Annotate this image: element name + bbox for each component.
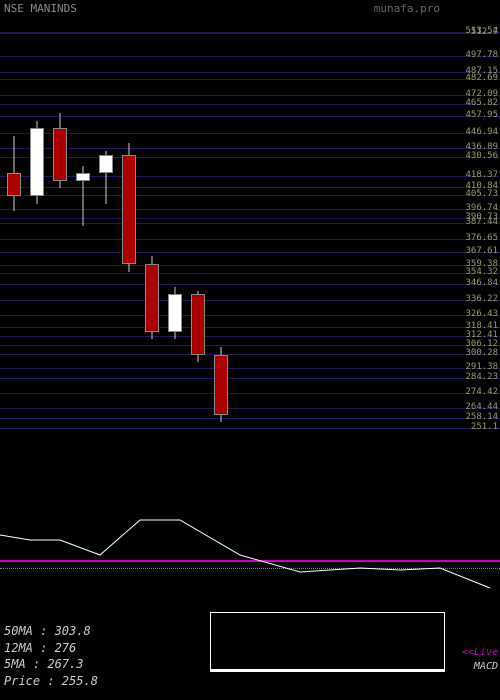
price-label: 376.65 (465, 234, 498, 243)
watermark: munafa.pro (374, 2, 440, 15)
price-axis-labels: 513.54512.7497.78487.15482.69472.09465.8… (448, 30, 498, 430)
ma5-row: 5MA : 267.3 (4, 656, 98, 673)
price-label: 465.82 (465, 99, 498, 108)
candle-body (30, 128, 44, 196)
candle-body (99, 155, 113, 173)
candle-body (168, 294, 182, 332)
candle-body (53, 128, 67, 181)
ma12-row: 12MA : 276 (4, 640, 98, 657)
macd-label: MACD (474, 661, 498, 672)
macd-histogram-bar (211, 669, 444, 671)
info-box: 50MA : 303.8 12MA : 276 5MA : 267.3 Pric… (4, 623, 98, 690)
price-label: 446.94 (465, 128, 498, 137)
price-label: 482.69 (465, 74, 498, 83)
price-label: 274.42 (465, 388, 498, 397)
macd-svg (0, 480, 500, 620)
price-label: 367.61 (465, 247, 498, 256)
macd-line (0, 520, 490, 588)
price-label: 418.37 (465, 171, 498, 180)
price-label: 251.1 (471, 423, 498, 432)
price-label: 264.44 (465, 403, 498, 412)
price-label: 497.78 (465, 51, 498, 60)
candle-body (76, 173, 90, 181)
candle-body (122, 155, 136, 264)
candle-body (145, 264, 159, 332)
price-label: 457.95 (465, 111, 498, 120)
macd-panel (0, 480, 500, 620)
price-label: 336.22 (465, 295, 498, 304)
ma50-row: 50MA : 303.8 (4, 623, 98, 640)
price-label: 387.44 (465, 218, 498, 227)
price-label: 291.38 (465, 363, 498, 372)
symbol-label: NSE MANINDS (4, 2, 77, 15)
price-label: 258.14 (465, 413, 498, 422)
candlestick-series (0, 30, 250, 430)
price-label: 430.56 (465, 152, 498, 161)
candle-body (7, 173, 21, 196)
live-label: <<Live (462, 647, 498, 658)
price-label: 284.23 (465, 373, 498, 382)
price-row: Price : 255.8 (4, 673, 98, 690)
price-label: 405.73 (465, 190, 498, 199)
price-label: 512.7 (471, 28, 498, 37)
price-label: 300.28 (465, 349, 498, 358)
candle-body (191, 294, 205, 354)
price-label: 346.84 (465, 279, 498, 288)
chart-container: NSE MANINDS munafa.pro 513.54512.7497.78… (0, 0, 500, 700)
candle-body (214, 355, 228, 415)
price-label: 354.32 (465, 268, 498, 277)
price-label: 326.43 (465, 310, 498, 319)
macd-histogram-box (210, 612, 445, 672)
price-panel: 513.54512.7497.78487.15482.69472.09465.8… (0, 0, 500, 430)
